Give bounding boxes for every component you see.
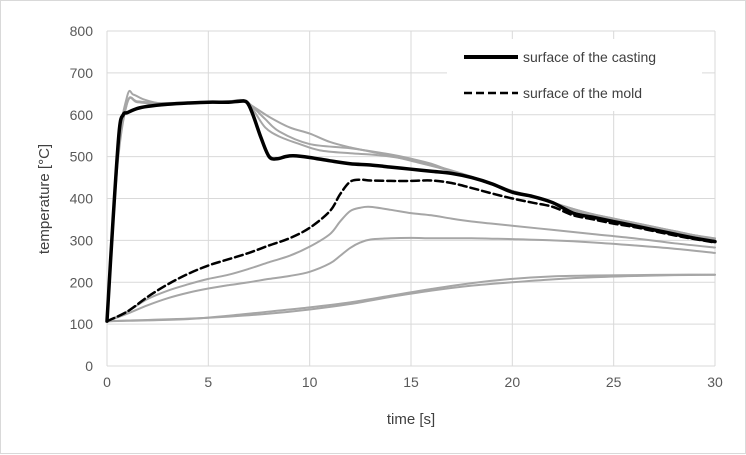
y-tick-label: 700	[70, 65, 94, 81]
x-axis-title: time [s]	[387, 411, 435, 428]
y-tick-label: 300	[70, 232, 94, 248]
x-tick-label: 10	[302, 374, 318, 390]
y-tick-label: 200	[70, 274, 94, 290]
series-line-6	[106, 236, 716, 323]
series-line-1	[105, 178, 717, 323]
x-tick-label: 0	[103, 374, 111, 390]
legend-box	[447, 39, 702, 111]
series-layer	[105, 89, 717, 323]
y-tick-label: 400	[70, 191, 94, 207]
legend-label-casting: surface of the casting	[523, 49, 656, 65]
series-line-8	[106, 273, 716, 323]
y-tick-label: 600	[70, 107, 94, 123]
y-tick-label: 0	[85, 358, 93, 374]
y-tick-label: 500	[70, 149, 94, 165]
y-tick-label: 100	[70, 316, 94, 332]
y-axis-title: temperature [°C]	[36, 144, 53, 254]
tick-labels: 0 100 200 300 400 500 600 700 800 0 5 10 15 20 25 30	[70, 23, 723, 390]
legend: surface of the casting surface of the mo…	[447, 39, 702, 111]
x-tick-label: 30	[707, 374, 723, 390]
x-tick-label: 25	[606, 374, 622, 390]
y-tick-label: 800	[70, 23, 94, 39]
x-tick-label: 5	[204, 374, 212, 390]
series-line-5	[106, 205, 716, 323]
legend-label-mold: surface of the mold	[523, 85, 642, 101]
series-line-0	[105, 99, 717, 323]
x-tick-label: 20	[505, 374, 521, 390]
x-tick-label: 15	[403, 374, 419, 390]
